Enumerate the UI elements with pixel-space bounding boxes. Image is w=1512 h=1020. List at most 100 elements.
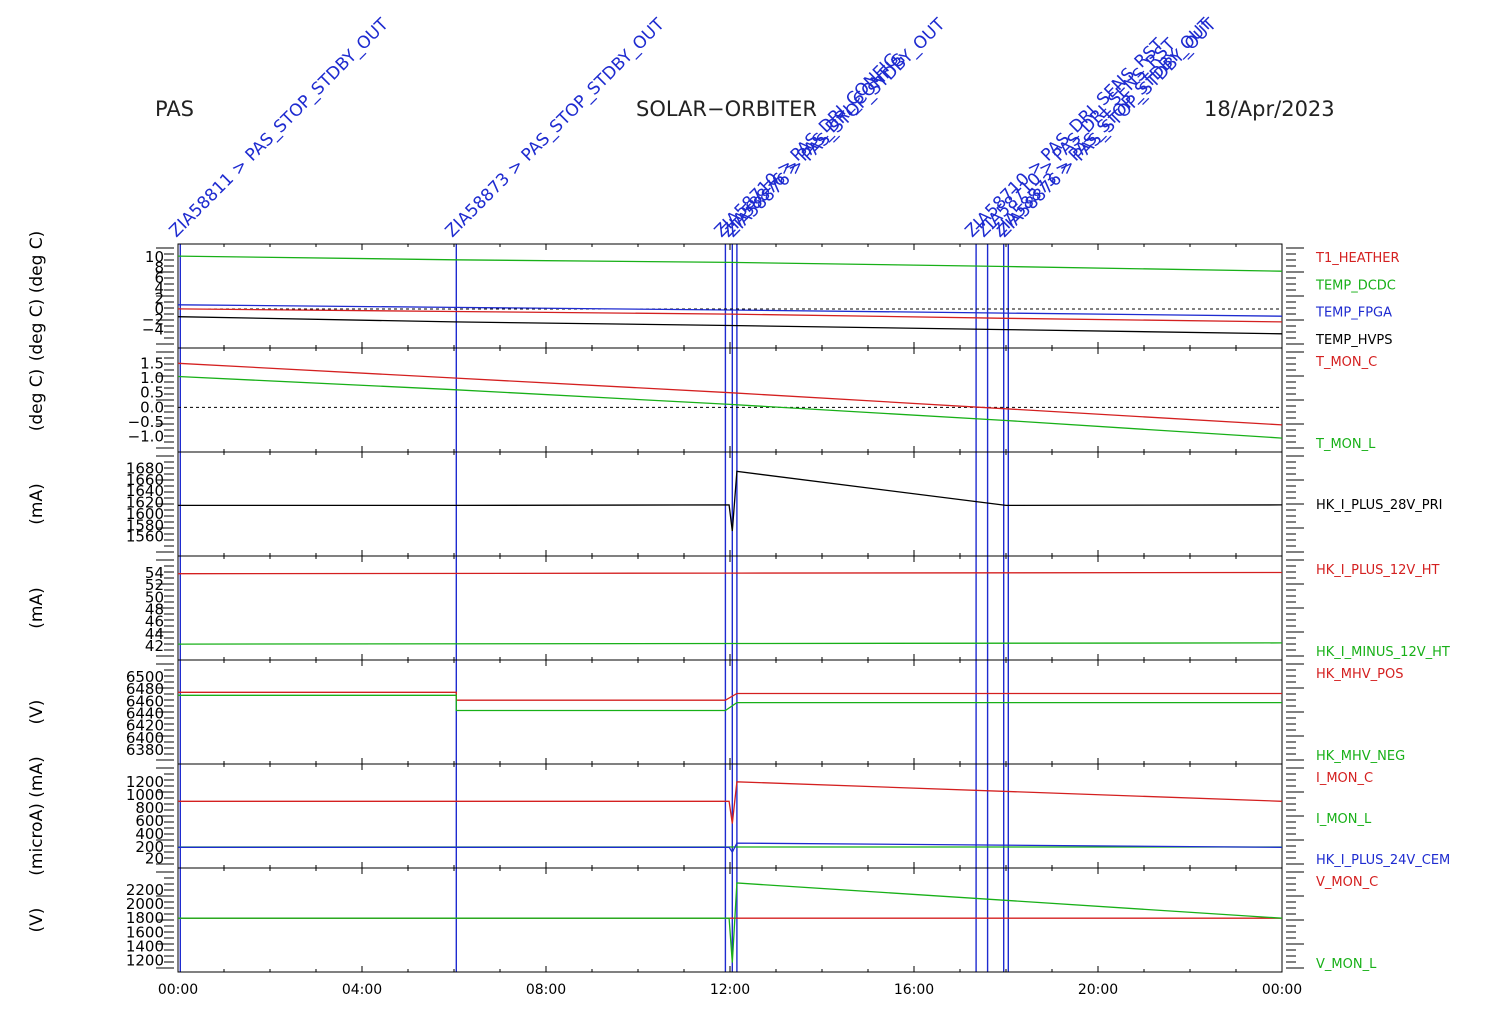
y-axis-label: (deg C) <box>27 369 47 432</box>
x-tick-label: 12:00 <box>710 982 750 998</box>
y-tick-label: 1600 <box>126 923 164 941</box>
series-line-temp-fpga <box>177 304 1283 317</box>
series-label: T_MON_L <box>1315 437 1376 452</box>
y-tick-label: 20 <box>145 850 164 868</box>
y-tick-label: 6460 <box>126 692 164 710</box>
x-tick-label: 20:00 <box>1078 982 1118 998</box>
event-label: ZIA58811 > PAS_STOP_STDBY_OUT <box>166 14 393 241</box>
series-label: I_MON_C <box>1316 771 1373 786</box>
y-tick-label: −0.5 <box>128 413 164 431</box>
y-tick-label: 2200 <box>126 881 164 899</box>
series-label: HK_MHV_POS <box>1316 667 1404 682</box>
series-label: T1_HEATHER <box>1315 251 1400 266</box>
y-tick-label: 0 <box>154 300 164 318</box>
y-tick-label: 600 <box>135 812 164 830</box>
series-label: I_MON_L <box>1316 812 1372 827</box>
series-line-hk-i-plus-28v-pri <box>178 470 1283 532</box>
series-label: HK_MHV_NEG <box>1316 749 1405 764</box>
y-tick-label: 6500 <box>126 668 164 686</box>
y-tick-label: −1.0 <box>128 428 164 446</box>
panel-frame <box>177 243 1283 349</box>
series-line-hk-i-plus-24v-cem <box>178 842 1283 854</box>
y-tick-label: 8 <box>154 259 164 277</box>
y-tick-label: 1580 <box>126 516 164 534</box>
y-tick-label: 6420 <box>126 717 164 735</box>
series-line-hk-mhv-pos <box>178 691 1282 701</box>
y-tick-label: 1000 <box>126 786 164 804</box>
y-axis-label: (mA) <box>27 587 47 628</box>
series-line-temp-dcdc <box>177 255 1283 272</box>
series-label: V_MON_L <box>1316 957 1377 972</box>
header-right-date: 18/Apr/2023 <box>1204 97 1335 121</box>
header-left-label: PAS <box>155 97 194 121</box>
series-label: TEMP_DCDC <box>1315 278 1396 293</box>
panel-frame <box>177 659 1283 765</box>
series-line-t1-heather <box>177 308 1283 323</box>
y-tick-label: 6480 <box>126 680 164 698</box>
y-tick-label: 1640 <box>126 482 164 500</box>
y-tick-label: 54 <box>145 564 164 582</box>
event-label: ZIA58873 > PAS_STOP_STDBY_OUT <box>442 14 669 241</box>
series-line-t-mon-c <box>177 362 1283 426</box>
series-label: TEMP_FPGA <box>1315 306 1392 321</box>
series-label: TEMP_HVPS <box>1315 333 1392 348</box>
x-tick-label: 00:00 <box>1262 982 1302 998</box>
x-tick-label: 08:00 <box>526 982 566 998</box>
y-axis-label: (microA) (mA) <box>27 756 47 875</box>
series-line-hk-i-minus-12v-ht <box>177 642 1283 645</box>
series-label: HK_I_PLUS_24V_CEM <box>1316 853 1450 868</box>
y-axis-label: (V) <box>27 700 47 725</box>
y-tick-label: 1660 <box>126 471 164 489</box>
y-tick-label: 6 <box>154 269 164 287</box>
y-tick-label: 1.0 <box>140 369 164 387</box>
y-axis-label: (deg C) (deg C) <box>27 231 47 362</box>
y-tick-label: 1.5 <box>140 354 164 372</box>
y-tick-label: 44 <box>145 625 164 643</box>
series-line-temp-hvps <box>177 316 1283 335</box>
x-axis: 00:00 04:00 08:00 12:00 16:00 20:00 00:00 <box>158 982 1302 998</box>
y-tick-label: 1200 <box>126 951 164 969</box>
panel-2: −1.0−0.50.00.51.01.5 (deg C) T_MON_C T_MON_… <box>27 347 1377 453</box>
series-line-i-mon-c <box>178 781 1283 824</box>
x-tick-label: 00:00 <box>158 982 198 998</box>
series-line-t-mon-l <box>177 375 1283 439</box>
y-tick-label: 1400 <box>126 937 164 955</box>
y-tick-label: 1800 <box>126 909 164 927</box>
y-tick-label: 2 <box>154 290 164 308</box>
y-axis-label: (mA) <box>27 483 47 524</box>
y-tick-label: 50 <box>145 588 164 606</box>
series-label: HK_I_PLUS_28V_PRI <box>1316 498 1442 513</box>
panel-frame <box>177 451 1283 557</box>
header-center-title: SOLAR−ORBITER <box>636 97 817 121</box>
series-line-hk-mhv-neg <box>178 694 1282 712</box>
y-tick-label: 1200 <box>126 773 164 791</box>
event-label: ZIA58876 > PAS_STOP_STDBY_OUT <box>722 14 949 241</box>
y-tick-label: 6400 <box>126 729 164 747</box>
y-tick-label: 2000 <box>126 895 164 913</box>
panel-frame <box>177 867 1283 973</box>
series-label: HK_I_PLUS_12V_HT <box>1316 563 1440 578</box>
y-tick-label: 200 <box>135 838 164 856</box>
series-line-v-mon-l <box>178 882 1283 963</box>
series-label: HK_I_MINUS_12V_HT <box>1316 645 1450 660</box>
y-tick-label: 1600 <box>126 505 164 523</box>
y-tick-label: 1620 <box>126 494 164 512</box>
y-tick-label: 6440 <box>126 705 164 723</box>
series-label: V_MON_C <box>1316 875 1378 890</box>
y-tick-label: 46 <box>145 613 164 631</box>
event-label: ZIA58710 > PAS_DRI_SENS_RST <box>973 34 1180 241</box>
y-tick-label: 10 <box>145 248 164 266</box>
x-tick-label: 16:00 <box>894 982 934 998</box>
series-line-hk-i-plus-12v-ht <box>177 571 1283 575</box>
x-tick-label: 04:00 <box>342 982 382 998</box>
y-tick-label: 42 <box>145 637 164 655</box>
y-tick-label: −2 <box>142 310 164 328</box>
